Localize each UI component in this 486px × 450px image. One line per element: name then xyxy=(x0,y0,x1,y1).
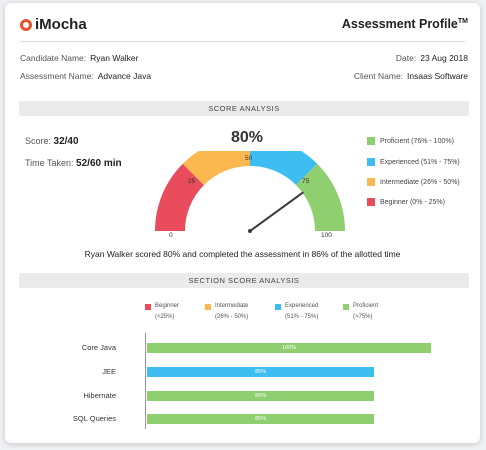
section-chart-axis xyxy=(145,333,146,429)
score-percent: 80% xyxy=(230,129,264,146)
legend-proficient-label: Proficient (76% - 100%) xyxy=(380,137,454,145)
section-proficient-range: (>75%) xyxy=(353,314,373,320)
score-analysis-heading: SCORE ANALYSIS xyxy=(19,101,469,116)
section-bar-hibernate: 80% xyxy=(147,391,375,401)
legend-beginner: Beginner (0% - 25%) xyxy=(367,198,445,206)
section-experienced-range: (51% - 75%) xyxy=(285,314,319,320)
section-bar-jee: 80% xyxy=(147,367,375,377)
section-bar-core-java: 100% xyxy=(147,343,431,353)
candidate-name-label: Candidate Name: xyxy=(20,53,87,63)
time-value: 52/60 min xyxy=(76,158,122,169)
section-label-core-java: Core Java xyxy=(81,343,116,352)
tick-25: 25 xyxy=(188,178,196,185)
legend-intermediate-label: Intermediate (26% - 50%) xyxy=(380,178,460,186)
assessment-name-row: Assessment Name: Advance Java xyxy=(20,71,151,81)
section-intermediate-range: (26% - 50%) xyxy=(215,314,249,320)
assessment-profile-card: iMocha Assessment ProfileTM Candidate Na… xyxy=(5,3,480,443)
assessment-name-label: Assessment Name: xyxy=(20,71,94,81)
section-legend-beginner: Beginner (<25%) xyxy=(145,303,179,320)
score-value: 32/40 xyxy=(53,136,79,147)
client-row: Client Name: Insaas Software xyxy=(354,71,468,81)
section-beginner-range: (<25%) xyxy=(155,314,175,320)
page-title-text: Assessment Profile xyxy=(341,17,458,31)
score-label: Score: xyxy=(25,136,52,146)
tick-100: 100 xyxy=(321,232,332,239)
tick-0: 0 xyxy=(169,232,173,239)
assessment-name: Advance Java xyxy=(97,71,152,81)
intermediate-swatch xyxy=(367,178,375,186)
section-intermediate-swatch xyxy=(205,304,211,310)
section-bar-sql-queries: 80% xyxy=(147,414,375,424)
section-experienced-label: Experienced xyxy=(285,303,319,309)
client-label: Client Name: xyxy=(353,71,404,81)
section-label-jee: JEE xyxy=(102,367,116,376)
candidate-name-row: Candidate Name: Ryan Walker xyxy=(20,53,139,63)
date-value: 23 Aug 2018 xyxy=(420,53,468,63)
legend-experienced: Experienced (51% - 75%) xyxy=(367,158,460,166)
imocha-logo: iMocha xyxy=(20,16,87,33)
logo-text: iMocha xyxy=(35,16,87,33)
section-beginner-label: Beginner xyxy=(155,303,180,309)
section-intermediate-label: Intermediate xyxy=(215,303,249,309)
score-gauge xyxy=(155,151,345,233)
legend-intermediate: Intermediate (26% - 50%) xyxy=(367,178,460,186)
section-legend-proficient: Proficient (>75%) xyxy=(343,303,378,320)
section-proficient-swatch xyxy=(343,304,349,310)
gauge-intermediate-arc xyxy=(182,151,251,186)
tick-50: 50 xyxy=(245,155,253,162)
section-score-heading: SECTION SCORE ANALYSIS xyxy=(19,273,469,288)
section-experienced-swatch xyxy=(275,304,281,310)
date-row: Date: 23 Aug 2018 xyxy=(396,53,468,63)
legend-beginner-label: Beginner (0% - 25%) xyxy=(380,198,445,206)
gauge-beginner-arc xyxy=(155,163,205,232)
section-beginner-swatch xyxy=(145,304,151,310)
candidate-name: Ryan Walker xyxy=(90,53,139,63)
score-summary: Ryan Walker scored 80% and completed the… xyxy=(84,249,401,259)
score-row: Score: 32/40 xyxy=(25,136,79,147)
time-label: Time Taken: xyxy=(25,158,74,168)
logo-mark-icon xyxy=(20,18,32,31)
gauge-needle xyxy=(249,191,304,232)
experienced-swatch xyxy=(367,158,375,166)
proficient-swatch xyxy=(367,137,375,145)
beginner-swatch xyxy=(367,198,375,206)
tick-75: 75 xyxy=(302,178,310,185)
header-divider xyxy=(20,41,465,42)
gauge-experienced-arc xyxy=(249,151,318,186)
legend-proficient: Proficient (76% - 100%) xyxy=(367,137,454,145)
gauge-hub xyxy=(248,229,252,233)
trademark: TM xyxy=(457,17,468,25)
section-legend-intermediate: Intermediate (26% - 50%) xyxy=(205,303,248,320)
section-proficient-label: Proficient xyxy=(353,303,379,309)
time-row: Time Taken: 52/60 min xyxy=(25,158,122,169)
date-label: Date: xyxy=(395,53,417,63)
section-label-hibernate: Hibernate xyxy=(83,391,116,400)
legend-experienced-label: Experienced (51% - 75%) xyxy=(380,158,460,166)
section-legend-experienced: Experienced (51% - 75%) xyxy=(275,303,318,320)
gauge-proficient-arc xyxy=(295,163,345,232)
section-label-sql-queries: SQL Queries xyxy=(72,414,116,423)
client-name: Insaas Software xyxy=(407,71,468,81)
page-title: Assessment ProfileTM xyxy=(342,17,468,31)
